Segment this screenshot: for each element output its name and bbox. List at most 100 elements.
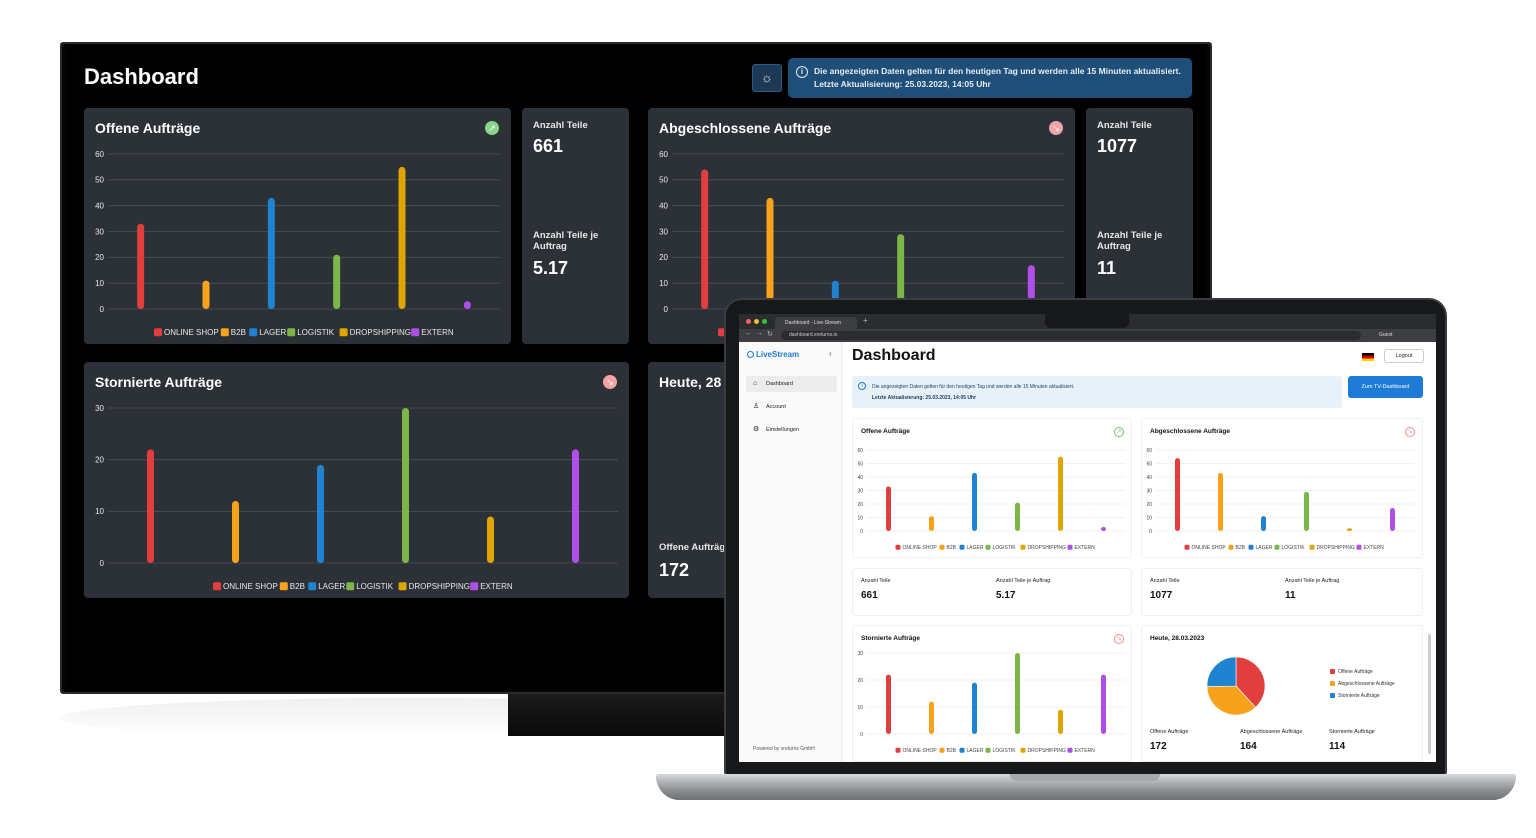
- legend-label: ONLINE SHOP: [1192, 545, 1227, 551]
- legend-swatch: [154, 328, 162, 337]
- close-window-icon[interactable]: [746, 319, 751, 324]
- pie-legend-item: Abgeschlossene Aufträge: [1330, 681, 1395, 687]
- y-tick-label: 30: [857, 651, 863, 657]
- new-tab-icon[interactable]: +: [863, 316, 868, 325]
- y-tick-label: 50: [1146, 461, 1152, 467]
- legend-swatch: [339, 328, 348, 337]
- user-icon: ♙: [753, 403, 760, 410]
- bar-lager: [267, 197, 275, 309]
- sidebar-item-einstellungen[interactable]: ⚙ Einstellungen: [746, 422, 837, 438]
- bar-lager: [1261, 516, 1266, 531]
- legend-swatch: [1228, 544, 1234, 550]
- kpi-b-je-value: 11: [1285, 590, 1296, 601]
- theme-toggle-button[interactable]: ☼: [752, 64, 782, 92]
- y-tick-label: 20: [659, 253, 668, 262]
- legend-swatch: [959, 544, 965, 550]
- sidebar: LiveStream ‹ ⌂ Dashboard ♙ Account ⚙ Einste…: [739, 342, 842, 762]
- legend-swatch: [1274, 544, 1280, 550]
- trend-down-icon: ↘: [603, 375, 617, 389]
- scrollbar[interactable]: [1428, 634, 1431, 754]
- legend-swatch: [985, 747, 991, 753]
- legend-swatch: [346, 582, 355, 591]
- y-tick-label: 20: [95, 253, 104, 262]
- y-tick-label: 50: [659, 176, 668, 185]
- reload-icon[interactable]: ↻: [767, 331, 773, 338]
- legend-swatch: [1184, 544, 1190, 550]
- y-tick-label: 60: [659, 150, 668, 159]
- back-icon[interactable]: ←: [745, 330, 752, 337]
- browser-tab[interactable]: Dashboard - Live-Stream: [775, 317, 857, 329]
- y-tick-label: 40: [659, 201, 668, 210]
- summary-stornierte-value: 114: [1329, 741, 1346, 752]
- legend-swatch: [213, 582, 221, 591]
- bar-dropshipping: [487, 516, 494, 563]
- legend-swatch: [411, 328, 420, 337]
- home-icon: ⌂: [753, 380, 758, 387]
- tv-dashboard-button[interactable]: Zum TV-Dashboard: [1348, 376, 1423, 398]
- german-flag-icon[interactable]: [1362, 353, 1374, 361]
- tv-kpi-b-je-value: 11: [1097, 258, 1117, 278]
- pie-legend-item: Offene Aufträge: [1330, 669, 1373, 675]
- heute-title: Heute, 28.03.2023: [1150, 635, 1205, 642]
- app-logo: LiveStream: [747, 350, 799, 359]
- legend-label: LAGER: [967, 748, 984, 754]
- bar-dropshipping: [398, 166, 406, 309]
- trend-up-icon: ↗: [1114, 427, 1124, 437]
- sun-icon: ☼: [761, 70, 773, 85]
- sidebar-item-account[interactable]: ♙ Account: [746, 399, 837, 415]
- collapse-sidebar-icon[interactable]: ‹: [829, 349, 832, 358]
- pie-legend-item: Stornierte Aufträge: [1330, 693, 1380, 699]
- pie-slice: [1206, 685, 1256, 716]
- abgeschlossene-title: Abgeschlossene Aufträge: [1150, 428, 1230, 435]
- minimize-window-icon[interactable]: [754, 319, 759, 324]
- laptop-notch: [1045, 310, 1129, 328]
- bar-b2b: [202, 280, 210, 309]
- y-tick-label: 0: [664, 305, 669, 314]
- offene-title: Offene Aufträge: [861, 428, 910, 435]
- page-title: Dashboard: [852, 347, 936, 364]
- bar-b2b: [1218, 472, 1223, 531]
- y-tick-label: 30: [1146, 488, 1152, 494]
- bar-extern: [463, 301, 471, 309]
- y-tick-label: 40: [95, 201, 104, 210]
- stornierte-chart: 0 10 20 30 ONLINE SHOP B2B LAGER LOGISTIK DROPSH…: [857, 651, 1125, 754]
- info-text: Die angezeigten Daten gelten für den heu…: [872, 384, 1075, 390]
- tv-page-title: Dashboard: [84, 64, 199, 89]
- tv-stornierte-title: Stornierte Aufträge: [95, 374, 223, 390]
- kpi-a-je-label: Anzahl Teile je Auftrag: [996, 578, 1051, 584]
- info-icon: i: [858, 382, 866, 390]
- y-tick-label: 40: [857, 475, 863, 481]
- legend-swatch: [939, 544, 945, 550]
- legend-label: ONLINE SHOP: [903, 748, 938, 754]
- browser-profile[interactable]: Guest: [1379, 332, 1393, 338]
- legend-label: EXTERN: [480, 582, 513, 591]
- tv-stornierte-chart: 0 10 20 30 ONLINE SHOP B2B LAGER LOGISTIK DROPSH…: [95, 404, 618, 591]
- legend-swatch: [308, 582, 317, 591]
- legend-swatch: [1330, 681, 1335, 686]
- legend-swatch: [959, 747, 965, 753]
- bar-online_shop: [137, 223, 145, 309]
- tv-stornierte-card: Stornierte Aufträge ↘ 0 10 20 30 ONLINE SHOP…: [84, 362, 629, 598]
- bar-b2b: [929, 516, 934, 531]
- tv-kpi-b-teile-value: 1077: [1097, 136, 1138, 156]
- y-tick-label: 10: [659, 279, 668, 288]
- y-tick-label: 60: [1146, 448, 1152, 454]
- y-tick-label: 60: [95, 150, 104, 159]
- sidebar-item-dashboard[interactable]: ⌂ Dashboard: [746, 376, 837, 392]
- bar-online_shop: [701, 169, 709, 309]
- legend-label: DROPSHIPPING: [1028, 748, 1066, 754]
- bar-logistik: [1015, 502, 1020, 531]
- tv-kpi-b-je-label: Anzahl Teile je Auftrag: [1097, 230, 1163, 252]
- logout-button[interactable]: Logout: [1384, 349, 1424, 363]
- tv-kpi-a-je-value: 5.17: [533, 258, 569, 278]
- pie-slice: [1235, 656, 1266, 708]
- forward-icon[interactable]: →: [756, 330, 763, 337]
- legend-label: B2B: [231, 328, 246, 337]
- kpi-b-je-label: Anzahl Teile je Auftrag: [1285, 578, 1340, 584]
- maximize-window-icon[interactable]: [762, 319, 767, 324]
- bar-logistik: [897, 234, 905, 309]
- kpi-b-card: Anzahl Teile 1077 Anzahl Teile je Auftra…: [1141, 568, 1423, 616]
- sidebar-item-label: Account: [766, 404, 786, 410]
- address-bar[interactable]: dashboard.xreturns.io: [781, 331, 1361, 340]
- bar-online_shop: [147, 449, 154, 563]
